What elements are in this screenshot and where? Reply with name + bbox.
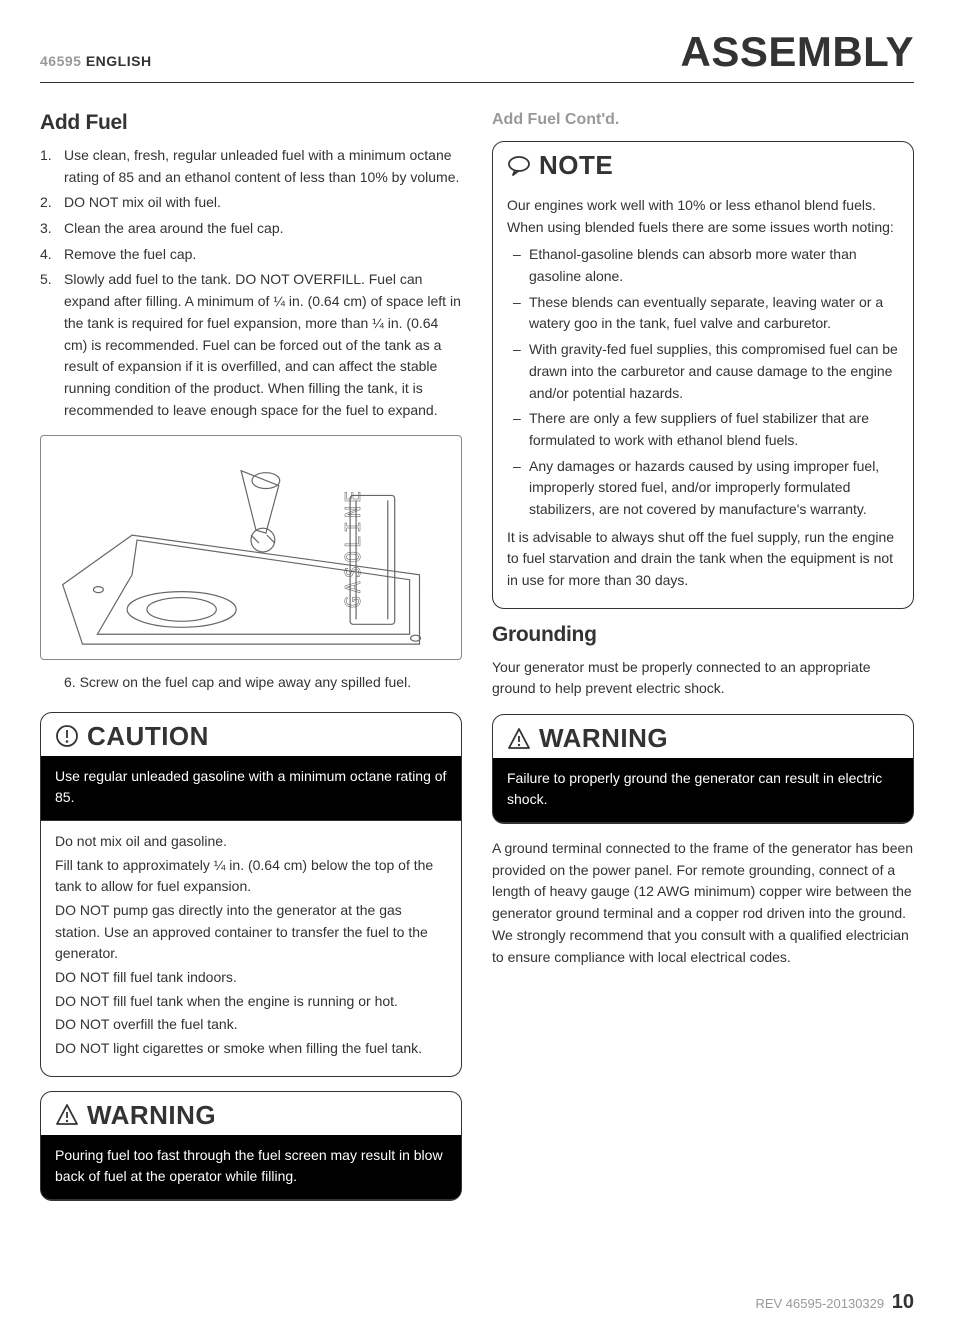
caution-header: CAUTION	[41, 713, 461, 756]
left-column: Add Fuel Use clean, fresh, regular unlea…	[40, 111, 462, 1215]
add-fuel-steps: Use clean, fresh, regular unleaded fuel …	[40, 145, 462, 421]
caution-line-6: DO NOT overfill the fuel tank.	[55, 1014, 447, 1036]
note-body: Our engines work well with 10% or less e…	[493, 185, 913, 608]
caution-line-7: DO NOT light cigarettes or smoke when fi…	[55, 1038, 447, 1060]
caution-line-3: DO NOT pump gas directly into the genera…	[55, 900, 447, 965]
warning-black-left: Pouring fuel too fast through the fuel s…	[41, 1135, 461, 1200]
page-footer: REV 46595-20130329 10	[755, 1291, 914, 1314]
note-bullet-list: Ethanol-gasoline blends can absorb more …	[507, 244, 899, 520]
note-intro: Our engines work well with 10% or less e…	[507, 195, 899, 238]
caution-black-text: Use regular unleaded gasoline with a min…	[41, 756, 461, 821]
note-bullet-3: With gravity-fed fuel supplies, this com…	[507, 339, 899, 404]
section-name: ASSEMBLY	[680, 28, 914, 76]
warning-title-left: WARNING	[87, 1100, 216, 1131]
caution-body: Do not mix oil and gasoline. Fill tank t…	[41, 821, 461, 1076]
caution-line-2: Fill tank to approximately ¼ in. (0.64 c…	[55, 855, 447, 898]
content-columns: Add Fuel Use clean, fresh, regular unlea…	[40, 111, 914, 1215]
caution-line-1: Do not mix oil and gasoline.	[55, 831, 447, 853]
warning-callout-right: WARNING Failure to properly ground the g…	[492, 714, 914, 824]
warning-icon	[507, 727, 531, 751]
note-bullet-5: Any damages or hazards caused by using i…	[507, 456, 899, 521]
step-5: Slowly add fuel to the tank. DO NOT OVER…	[40, 269, 462, 421]
caution-icon	[55, 724, 79, 748]
step-3: Clean the area around the fuel cap.	[40, 218, 462, 240]
right-column: Add Fuel Cont'd. NOTE Our engines work w…	[492, 111, 914, 1215]
page-header: 46595 ENGLISH ASSEMBLY	[40, 28, 914, 83]
note-bullet-4: There are only a few suppliers of fuel s…	[507, 408, 899, 451]
note-icon	[507, 154, 531, 178]
note-outro: It is advisable to always shut off the f…	[507, 527, 899, 592]
step-1: Use clean, fresh, regular unleaded fuel …	[40, 145, 462, 188]
grounding-intro: Your generator must be properly connecte…	[492, 657, 914, 700]
note-title: NOTE	[539, 150, 613, 181]
warning-header-left: WARNING	[41, 1092, 461, 1135]
revision-code: REV 46595-20130329	[755, 1296, 884, 1311]
warning-black-right: Failure to properly ground the generator…	[493, 758, 913, 823]
add-fuel-title: Add Fuel	[40, 111, 462, 135]
step-6: 6. Screw on the fuel cap and wipe away a…	[40, 672, 462, 694]
caution-line-4: DO NOT fill fuel tank indoors.	[55, 967, 447, 989]
add-fuel-contd-title: Add Fuel Cont'd.	[492, 111, 914, 129]
page-number: 10	[892, 1291, 914, 1313]
language-label: ENGLISH	[86, 53, 152, 69]
grounding-title: Grounding	[492, 623, 914, 647]
caution-line-5: DO NOT fill fuel tank when the engine is…	[55, 991, 447, 1013]
model-number: 46595	[40, 53, 81, 69]
note-bullet-1: Ethanol-gasoline blends can absorb more …	[507, 244, 899, 287]
gasoline-label: GASOLINE	[341, 488, 365, 608]
caution-callout: CAUTION Use regular unleaded gasoline wi…	[40, 712, 462, 1077]
grounding-body: A ground terminal connected to the frame…	[492, 838, 914, 968]
caution-title: CAUTION	[87, 721, 209, 752]
header-left: 46595 ENGLISH	[40, 53, 152, 69]
fuel-tank-diagram: GASOLINE	[40, 435, 462, 660]
warning-callout-left: WARNING Pouring fuel too fast through th…	[40, 1091, 462, 1201]
step-4: Remove the fuel cap.	[40, 244, 462, 266]
diagram-svg	[41, 436, 461, 659]
step-2: DO NOT mix oil with fuel.	[40, 192, 462, 214]
note-callout: NOTE Our engines work well with 10% or l…	[492, 141, 914, 609]
warning-icon	[55, 1103, 79, 1127]
note-bullet-2: These blends can eventually separate, le…	[507, 292, 899, 335]
note-header: NOTE	[493, 142, 913, 185]
warning-title-right: WARNING	[539, 723, 668, 754]
warning-header-right: WARNING	[493, 715, 913, 758]
